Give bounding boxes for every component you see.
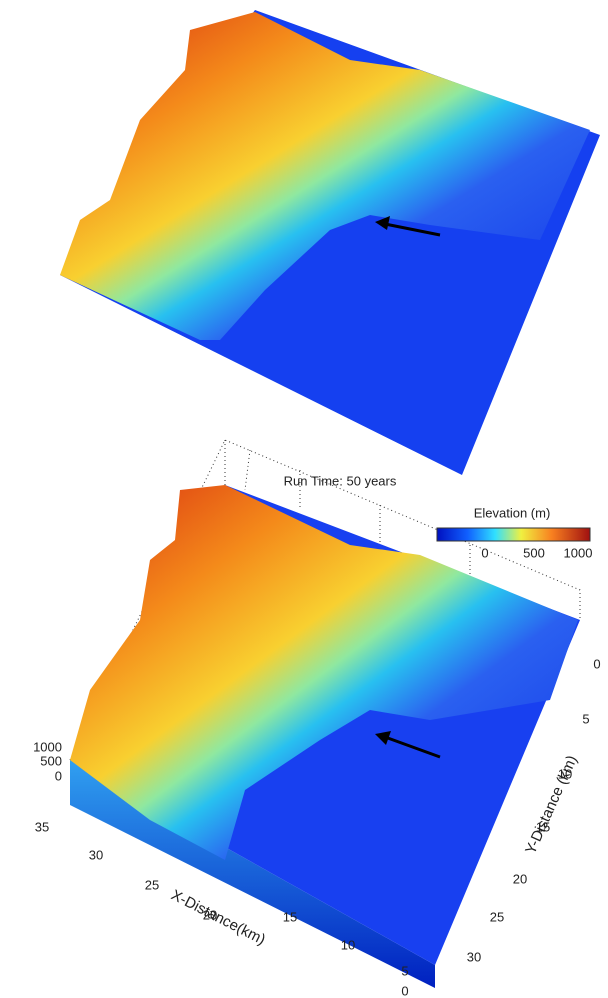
colorbar [436, 527, 591, 542]
z-tick: 0 [55, 768, 62, 783]
y-tick: 0 [593, 656, 600, 671]
x-tick: 10 [341, 937, 355, 952]
arrow-head [375, 216, 390, 230]
colorbar-label: Elevation (m) [474, 505, 551, 520]
corner-tick: 0 [401, 983, 408, 998]
y-tick: 10 [558, 766, 572, 781]
z-tick: 500 [40, 753, 62, 768]
bottom-plot: Run Time: 50 years Elevation (m) 0 500 1… [33, 439, 601, 998]
x-tick: 5 [401, 963, 408, 978]
x-tick: 20 [203, 907, 217, 922]
colorbar-tick: 1000 [564, 545, 593, 560]
colorbar-tick: 500 [523, 545, 545, 560]
y-axis-label: Y-Distance (km) [522, 753, 581, 857]
y-tick: 15 [536, 819, 550, 834]
x-tick: 30 [89, 847, 103, 862]
y-tick: 30 [467, 949, 481, 964]
y-tick: 20 [513, 871, 527, 886]
top-surface [60, 10, 600, 475]
y-tick: 25 [490, 909, 504, 924]
z-tick: 1000 [33, 739, 62, 754]
x-tick: 35 [35, 819, 49, 834]
arrow [384, 735, 441, 759]
arrow [384, 222, 441, 237]
colorbar-tick: 0 [481, 545, 488, 560]
title: Run Time: 50 years [284, 473, 397, 488]
y-tick: 5 [582, 711, 589, 726]
x-tick: 25 [145, 877, 159, 892]
x-tick: 15 [283, 909, 297, 924]
arrow-head [375, 731, 391, 745]
